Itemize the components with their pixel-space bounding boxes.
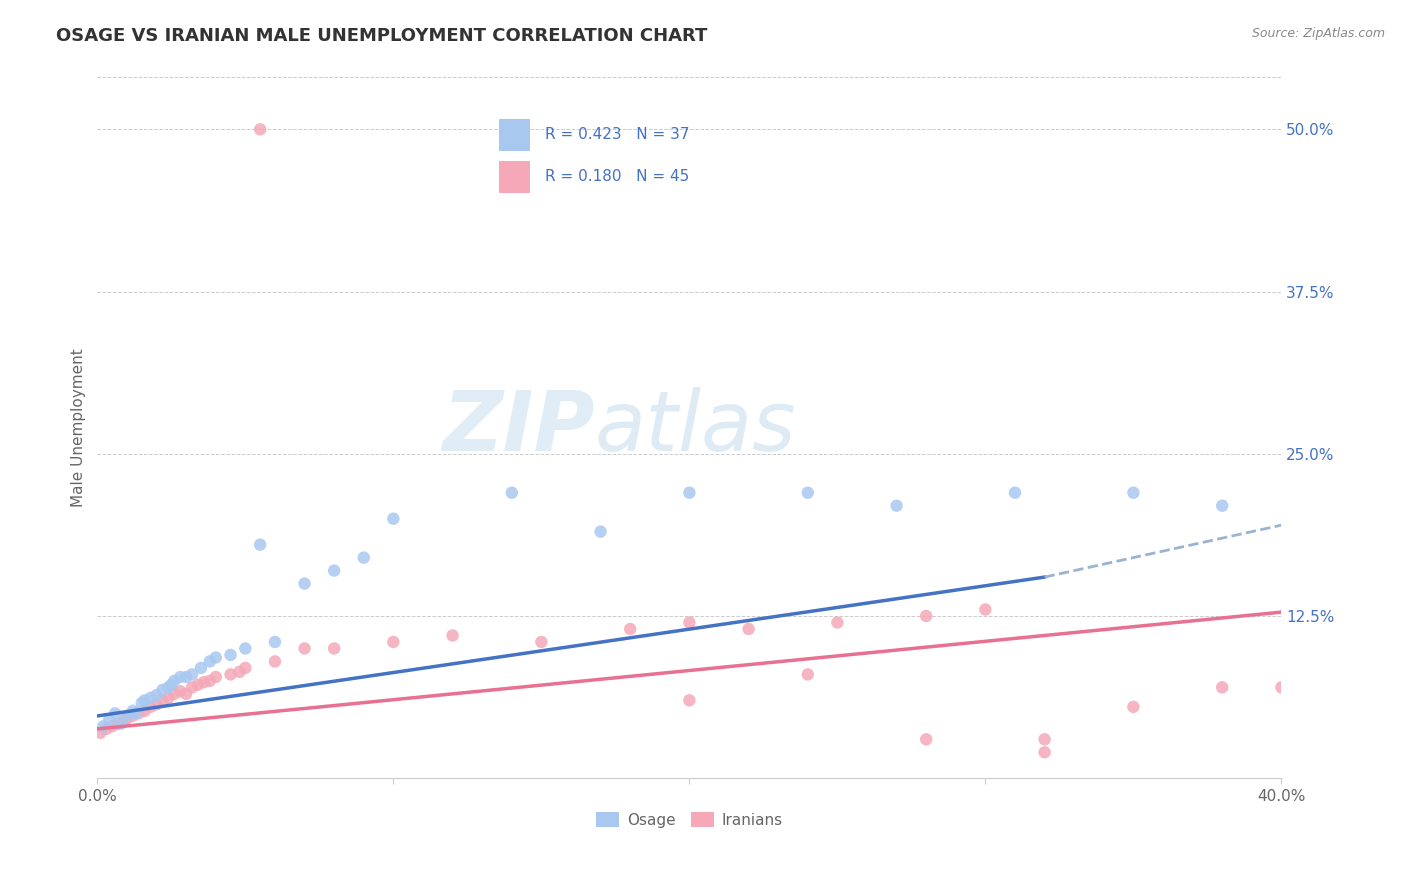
Point xyxy=(157,690,180,705)
Point xyxy=(501,485,523,500)
Point xyxy=(139,699,162,714)
Point xyxy=(181,681,204,695)
Point xyxy=(145,688,167,702)
Point xyxy=(169,670,191,684)
Point xyxy=(91,719,114,733)
Point xyxy=(678,693,700,707)
Point xyxy=(915,732,938,747)
Text: Source: ZipAtlas.com: Source: ZipAtlas.com xyxy=(1251,27,1385,40)
Point xyxy=(235,641,257,656)
Point xyxy=(134,704,156,718)
Point xyxy=(353,550,375,565)
Point xyxy=(193,675,215,690)
Point xyxy=(530,635,553,649)
Point xyxy=(125,706,148,721)
Point xyxy=(219,667,242,681)
Point xyxy=(1122,485,1144,500)
Point xyxy=(886,499,908,513)
Text: ZIP: ZIP xyxy=(441,387,595,468)
Point xyxy=(323,641,346,656)
Point xyxy=(294,641,316,656)
Point xyxy=(181,667,204,681)
Point xyxy=(122,709,145,723)
Point xyxy=(187,678,209,692)
Point xyxy=(198,673,221,688)
Point xyxy=(619,622,641,636)
Text: OSAGE VS IRANIAN MALE UNEMPLOYMENT CORRELATION CHART: OSAGE VS IRANIAN MALE UNEMPLOYMENT CORRE… xyxy=(56,27,707,45)
Point xyxy=(827,615,849,630)
Point xyxy=(1211,681,1233,695)
Point xyxy=(797,485,820,500)
Point xyxy=(145,698,167,712)
Point xyxy=(128,706,150,721)
Point xyxy=(204,650,226,665)
Point xyxy=(249,538,271,552)
Point xyxy=(104,706,127,721)
Point xyxy=(1211,499,1233,513)
Point xyxy=(101,719,124,733)
Point xyxy=(382,511,405,525)
Point xyxy=(115,709,138,723)
Point xyxy=(115,712,138,726)
Point xyxy=(152,683,174,698)
Point xyxy=(264,635,287,649)
Point xyxy=(1122,699,1144,714)
Point xyxy=(134,693,156,707)
Point xyxy=(294,576,316,591)
Point xyxy=(107,716,129,731)
Point xyxy=(174,687,197,701)
Point xyxy=(152,693,174,707)
Point xyxy=(1033,745,1056,759)
Point xyxy=(160,678,183,692)
Point xyxy=(163,687,186,701)
Point xyxy=(110,716,132,731)
Point xyxy=(198,655,221,669)
Point xyxy=(974,602,997,616)
Point xyxy=(96,722,118,736)
Point xyxy=(163,673,186,688)
Point xyxy=(382,635,405,649)
Legend: Osage, Iranians: Osage, Iranians xyxy=(591,805,789,834)
Point xyxy=(98,713,121,727)
Point xyxy=(122,704,145,718)
Point xyxy=(1270,681,1292,695)
Point xyxy=(264,655,287,669)
Point xyxy=(131,696,153,710)
Point xyxy=(737,622,759,636)
Point xyxy=(441,628,464,642)
Point xyxy=(204,670,226,684)
Point xyxy=(190,661,212,675)
Point xyxy=(678,615,700,630)
Point xyxy=(678,485,700,500)
Point xyxy=(157,681,180,695)
Point xyxy=(235,661,257,675)
Point xyxy=(89,726,111,740)
Point xyxy=(1033,732,1056,747)
Point xyxy=(797,667,820,681)
Point xyxy=(112,714,135,728)
Point xyxy=(169,684,191,698)
Point xyxy=(219,648,242,662)
Point xyxy=(249,122,271,136)
Y-axis label: Male Unemployment: Male Unemployment xyxy=(72,349,86,508)
Text: atlas: atlas xyxy=(595,387,796,468)
Point xyxy=(139,690,162,705)
Point xyxy=(589,524,612,539)
Point xyxy=(174,670,197,684)
Point xyxy=(228,665,250,679)
Point xyxy=(323,564,346,578)
Point xyxy=(915,609,938,624)
Point xyxy=(1004,485,1026,500)
